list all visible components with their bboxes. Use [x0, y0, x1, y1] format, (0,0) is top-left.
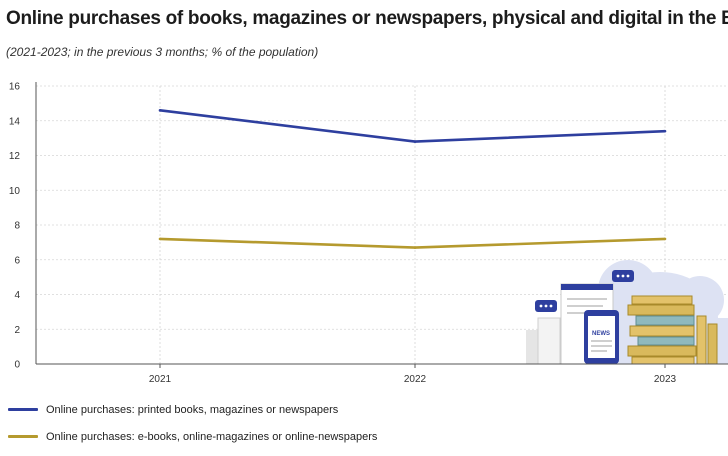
y-tick-label: 8 — [14, 221, 20, 232]
legend-swatch-digital — [8, 435, 38, 438]
series-lines — [158, 109, 667, 249]
data-point — [663, 129, 667, 133]
series-line-0 — [159, 109, 666, 143]
y-tick-label: 4 — [14, 290, 20, 301]
axes: 0 2 4 6 8 10 12 14 16 2021 2022 2023 — [9, 82, 728, 385]
y-tick-label: 10 — [9, 186, 21, 197]
data-point — [158, 237, 162, 241]
y-tick-label: 6 — [14, 255, 20, 266]
chart-subtitle: (2021-2023; in the previous 3 months; % … — [6, 45, 319, 59]
y-tick-label: 16 — [9, 82, 21, 93]
legend: Online purchases: printed books, magazin… — [8, 402, 377, 456]
legend-swatch-printed — [8, 408, 38, 411]
series-line-1 — [159, 237, 666, 249]
y-tick-label: 14 — [9, 116, 21, 127]
y-tick-label: 2 — [14, 325, 20, 336]
legend-item-printed[interactable]: Online purchases: printed books, magazin… — [8, 402, 377, 417]
data-point — [158, 109, 162, 112]
legend-item-digital[interactable]: Online purchases: e-books, online-magazi… — [8, 429, 377, 444]
books-news-illustration-icon: NEWS — [526, 260, 728, 365]
data-point — [413, 246, 417, 249]
legend-label-digital: Online purchases: e-books, online-magazi… — [46, 430, 378, 443]
y-tick-label: 0 — [14, 360, 20, 371]
x-tick-label: 2021 — [149, 374, 172, 385]
chart-title: Online purchases of books, magazines or … — [6, 8, 728, 29]
x-tick-label: 2022 — [404, 374, 427, 385]
y-tick-label: 12 — [9, 151, 21, 162]
news-sign: NEWS — [592, 331, 610, 337]
data-point — [663, 237, 667, 241]
legend-label-printed: Online purchases: printed books, magazin… — [46, 403, 339, 416]
x-tick-label: 2023 — [654, 374, 677, 385]
line-chart: NEWS 0 2 4 6 8 10 12 14 16 2021 2022 2023 — [9, 82, 728, 385]
data-point — [413, 140, 417, 143]
